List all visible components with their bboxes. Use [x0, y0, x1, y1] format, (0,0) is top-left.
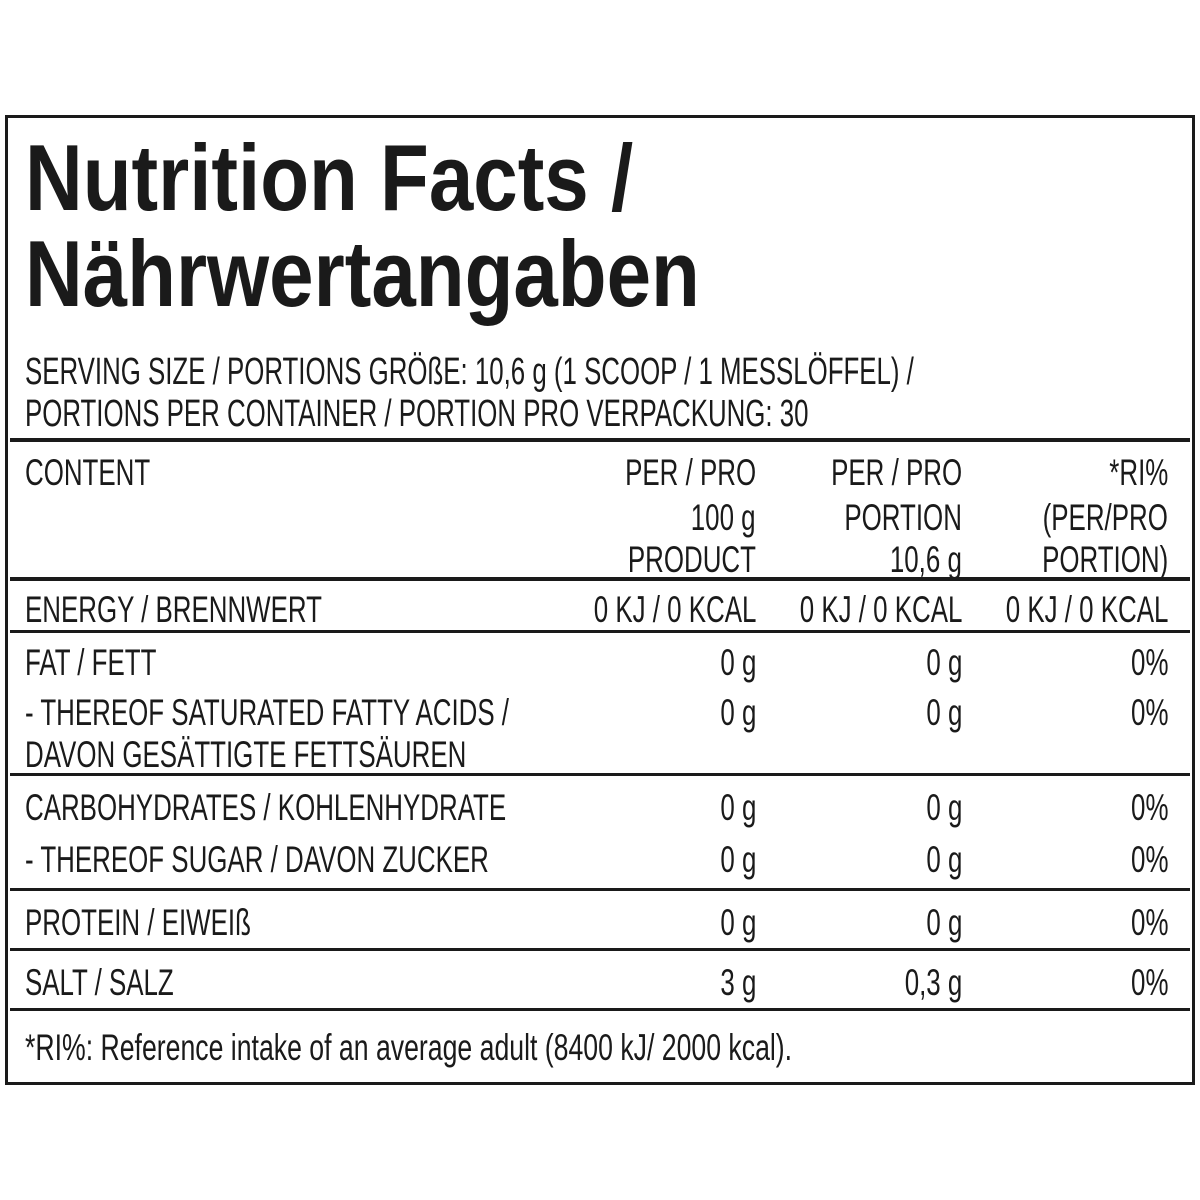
column-header: CONTENT — [25, 451, 151, 493]
row-value: 0,3 g — [904, 961, 962, 1003]
serving-info: SERVING SIZE / PORTIONS GRÖßE: 10,6 g (1… — [25, 351, 914, 394]
row-value: 0 g — [719, 641, 756, 683]
divider — [10, 577, 1190, 581]
divider — [10, 888, 1190, 891]
row-label: FAT / FETT — [25, 641, 157, 683]
row-value: 0 g — [925, 641, 962, 683]
row-value: 0 g — [719, 838, 756, 880]
row-value: 0% — [1130, 691, 1168, 733]
row-value: 0 g — [925, 838, 962, 880]
column-header: 100 g — [691, 496, 756, 538]
column-header: PER / PRO — [831, 451, 962, 493]
row-value: 0% — [1130, 641, 1168, 683]
divider — [10, 948, 1190, 951]
row-value: 0 g — [925, 786, 962, 828]
column-header: PORTION) — [1041, 538, 1168, 580]
footnote: *RI%: Reference intake of an average adu… — [25, 1026, 793, 1068]
row-label: DAVON GESÄTTIGTE FETTSÄUREN — [25, 733, 467, 775]
row-value: 0 KJ / 0 KCAL — [1005, 588, 1168, 630]
row-value: 0 KJ / 0 KCAL — [799, 588, 962, 630]
divider — [10, 773, 1190, 776]
row-value: 0 g — [719, 691, 756, 733]
row-value: 0 g — [719, 901, 756, 943]
row-label: SALT / SALZ — [25, 961, 174, 1003]
label-border — [5, 115, 1195, 1085]
column-header: PORTION — [844, 496, 962, 538]
title: Nährwertangaben — [25, 220, 700, 326]
column-header: PRODUCT — [627, 538, 756, 580]
serving-info: PORTIONS PER CONTAINER / PORTION PRO VER… — [25, 393, 809, 436]
row-label: - THEREOF SUGAR / DAVON ZUCKER — [25, 838, 489, 880]
column-header: PER / PRO — [625, 451, 756, 493]
column-header: *RI% — [1108, 451, 1168, 493]
row-value: 0 g — [925, 901, 962, 943]
title: Nutrition Facts / — [25, 124, 634, 230]
row-value: 0% — [1130, 786, 1168, 828]
divider — [10, 630, 1190, 633]
column-header: (PER/PRO — [1042, 496, 1168, 538]
row-label: PROTEIN / EIWEIß — [25, 901, 251, 943]
row-value: 0 g — [719, 786, 756, 828]
row-label: CARBOHYDRATES / KOHLENHYDRATE — [25, 786, 507, 828]
row-value: 0 KJ / 0 KCAL — [593, 588, 756, 630]
row-value: 0% — [1130, 961, 1168, 1003]
row-label: ENERGY / BRENNWERT — [25, 588, 322, 630]
row-value: 0% — [1130, 838, 1168, 880]
column-header: 10,6 g — [889, 538, 962, 580]
row-value: 3 g — [719, 961, 756, 1003]
row-value: 0% — [1130, 901, 1168, 943]
row-label: - THEREOF SATURATED FATTY ACIDS / — [25, 691, 510, 733]
divider — [10, 438, 1190, 442]
row-value: 0 g — [925, 691, 962, 733]
divider — [10, 1008, 1190, 1011]
